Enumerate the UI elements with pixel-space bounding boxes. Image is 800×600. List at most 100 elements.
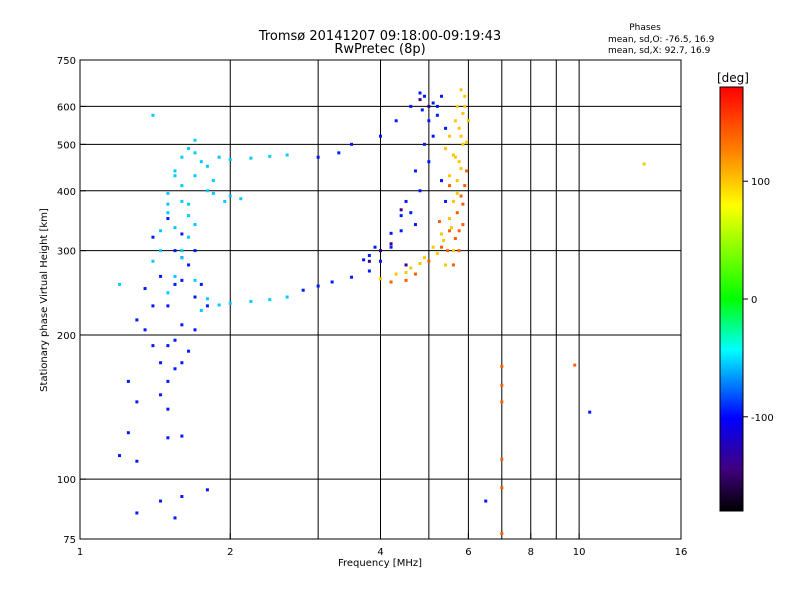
data-point (211, 179, 215, 183)
data-point (431, 245, 435, 249)
data-point (389, 231, 393, 235)
data-point (373, 245, 377, 249)
data-point (448, 174, 452, 178)
y-tick-label: 100 (57, 475, 76, 486)
data-point (379, 259, 382, 263)
data-point (199, 308, 203, 312)
data-point (193, 174, 197, 178)
data-point (166, 191, 170, 195)
data-point (301, 288, 305, 292)
x-tick-label: 16 (675, 547, 688, 558)
data-point (399, 229, 403, 233)
data-point (180, 256, 184, 260)
data-point (367, 254, 371, 258)
data-point (316, 284, 320, 288)
y-axis-label: Stationary phase Virtual Height [km] (39, 208, 50, 392)
data-point (249, 299, 253, 303)
data-point (268, 298, 272, 302)
data-point (457, 126, 461, 130)
data-point (151, 304, 155, 308)
data-point (166, 202, 170, 206)
data-point (379, 277, 382, 281)
data-point (173, 274, 177, 278)
data-point (463, 104, 467, 108)
data-point (205, 304, 209, 308)
data-point (379, 134, 382, 138)
data-point (199, 160, 203, 164)
data-point (173, 516, 177, 520)
data-point (159, 274, 163, 278)
data-point (444, 126, 448, 130)
data-point (466, 119, 470, 123)
data-point (193, 295, 197, 299)
y-tick-label: 400 (57, 187, 76, 198)
data-point (453, 236, 457, 240)
data-point (418, 189, 422, 193)
data-point (199, 282, 203, 286)
data-point (435, 113, 439, 117)
data-point (413, 169, 417, 173)
data-point (217, 155, 221, 159)
data-point (500, 532, 504, 536)
data-point (459, 194, 463, 198)
x-tick-label: 6 (465, 547, 471, 558)
data-point (379, 249, 382, 253)
data-point (205, 164, 209, 168)
data-point (451, 199, 455, 203)
colorbar-tick-label: 0 (751, 295, 757, 306)
data-point (455, 179, 459, 183)
data-point (173, 226, 177, 230)
data-point (394, 272, 398, 276)
data-point (118, 282, 122, 286)
data-point (151, 113, 155, 117)
data-point (453, 119, 457, 123)
data-point (422, 256, 426, 260)
data-point (180, 278, 184, 282)
data-point (159, 249, 163, 253)
data-point (173, 174, 177, 178)
y-tick-label: 75 (63, 535, 76, 546)
chart-subtitle: RwPretec (8p) (334, 42, 425, 57)
data-point (427, 160, 431, 164)
data-point (180, 232, 184, 236)
y-axis-ticks: 75 100 200 300 400 500 600 750 (57, 56, 86, 546)
data-point (389, 245, 393, 249)
data-point (431, 134, 435, 138)
data-point (457, 160, 461, 164)
data-point (228, 301, 232, 305)
data-point (180, 494, 184, 498)
data-point (459, 134, 463, 138)
data-point (404, 263, 408, 267)
data-point (135, 318, 139, 322)
data-point (187, 235, 191, 239)
data-point (159, 361, 163, 365)
data-point (205, 297, 209, 301)
data-point (205, 488, 209, 492)
y-tick-label: 200 (57, 331, 76, 342)
data-point (159, 393, 163, 397)
data-point (173, 169, 177, 173)
data-point (143, 328, 147, 332)
data-point (159, 499, 163, 503)
data-point (461, 223, 465, 227)
data-point (451, 153, 455, 157)
data-point (173, 282, 177, 286)
data-point (193, 328, 197, 332)
data-point (457, 249, 461, 253)
data-point (588, 410, 592, 414)
data-point (465, 169, 469, 173)
data-point (427, 104, 431, 108)
data-point (500, 457, 504, 461)
data-point (448, 184, 452, 188)
data-point (135, 400, 139, 404)
data-point (268, 154, 272, 158)
data-point (435, 104, 439, 108)
data-point (193, 223, 197, 227)
data-point (455, 104, 459, 108)
data-point (367, 259, 371, 263)
data-point (457, 229, 461, 233)
data-point (461, 142, 465, 146)
x-tick-label: 8 (528, 547, 534, 558)
data-point (444, 263, 448, 267)
data-point (180, 361, 184, 365)
